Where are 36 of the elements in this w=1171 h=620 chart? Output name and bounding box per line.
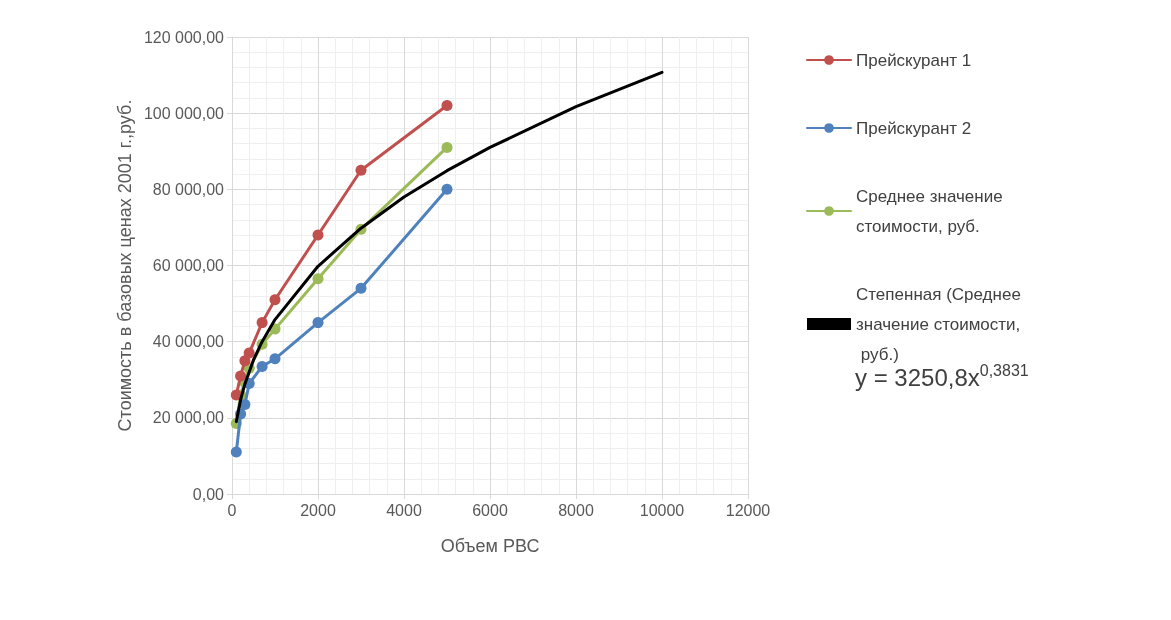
point: [235, 370, 247, 382]
y-tick-label: 60 000,00: [152, 257, 225, 274]
y-tick-label: 0,00: [192, 485, 225, 503]
point: [269, 294, 281, 306]
point: [269, 353, 281, 365]
point: [312, 229, 324, 241]
point: [355, 164, 367, 176]
y-tick-label: 40 000,00: [152, 333, 225, 351]
point: [355, 282, 367, 294]
legend-label: Прейскурант 1: [856, 50, 972, 70]
y-tick-label: 100 000,00: [143, 104, 225, 122]
x-tick-label: 8000: [558, 501, 594, 519]
point: [441, 183, 453, 195]
point: [312, 317, 324, 329]
y-tick-label: 120 000,00: [143, 28, 225, 46]
point: [312, 273, 324, 285]
point: [256, 360, 268, 372]
point: [230, 446, 242, 458]
x-tick-label: 6000: [472, 501, 508, 519]
legend-label: Степенная (Среднее значение стоимости, руб.): [856, 284, 1026, 364]
point: [441, 100, 453, 112]
y-tick-label: 20 000,00: [152, 409, 225, 427]
x-tick-label: 4000: [386, 501, 422, 519]
x-axis-title: Объем РВС: [440, 536, 540, 556]
x-tick-label: 2000: [300, 501, 336, 519]
point: [243, 347, 255, 359]
x-tick-label: 10000: [639, 501, 685, 519]
point: [256, 317, 268, 329]
legend-label: Среднее значение стоимости, руб.: [856, 186, 1008, 236]
legend-label: Прейскурант 2: [856, 118, 972, 138]
y-axis-title: Стоимость в базовых ценах 2001 г.,руб.: [115, 99, 135, 432]
y-tick-label: 80 000,00: [152, 180, 225, 198]
point: [441, 141, 453, 153]
point: [239, 355, 251, 367]
x-tick-label: 12000: [725, 501, 771, 519]
x-tick-label: 0: [227, 501, 237, 519]
